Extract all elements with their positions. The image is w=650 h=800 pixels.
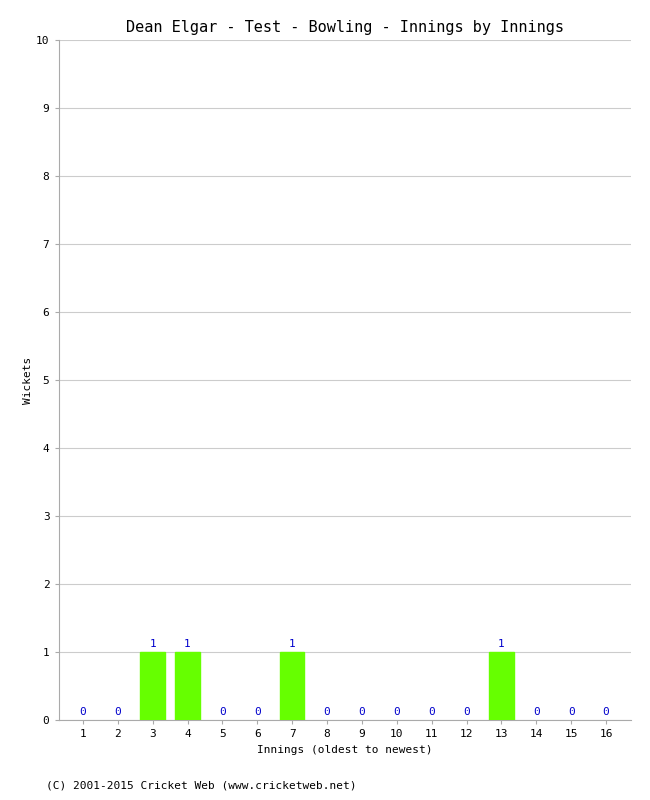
Bar	[489, 652, 514, 720]
Text: 0: 0	[603, 706, 610, 717]
Text: 0: 0	[533, 706, 540, 717]
Bar	[140, 652, 165, 720]
Text: 0: 0	[114, 706, 121, 717]
Text: 1: 1	[150, 638, 156, 649]
Text: 0: 0	[324, 706, 330, 717]
Title: Dean Elgar - Test - Bowling - Innings by Innings: Dean Elgar - Test - Bowling - Innings by…	[125, 20, 564, 34]
Text: 0: 0	[393, 706, 400, 717]
Text: 0: 0	[428, 706, 435, 717]
Text: 1: 1	[498, 638, 505, 649]
Text: 0: 0	[79, 706, 86, 717]
Text: 0: 0	[219, 706, 226, 717]
Text: 0: 0	[254, 706, 261, 717]
Bar	[176, 652, 200, 720]
Y-axis label: Wickets: Wickets	[23, 356, 33, 404]
Text: 0: 0	[568, 706, 575, 717]
Text: 1: 1	[184, 638, 191, 649]
Bar	[280, 652, 304, 720]
Text: 0: 0	[463, 706, 470, 717]
Text: 1: 1	[289, 638, 296, 649]
Text: (C) 2001-2015 Cricket Web (www.cricketweb.net): (C) 2001-2015 Cricket Web (www.cricketwe…	[46, 781, 356, 790]
Text: 0: 0	[359, 706, 365, 717]
X-axis label: Innings (oldest to newest): Innings (oldest to newest)	[257, 745, 432, 754]
